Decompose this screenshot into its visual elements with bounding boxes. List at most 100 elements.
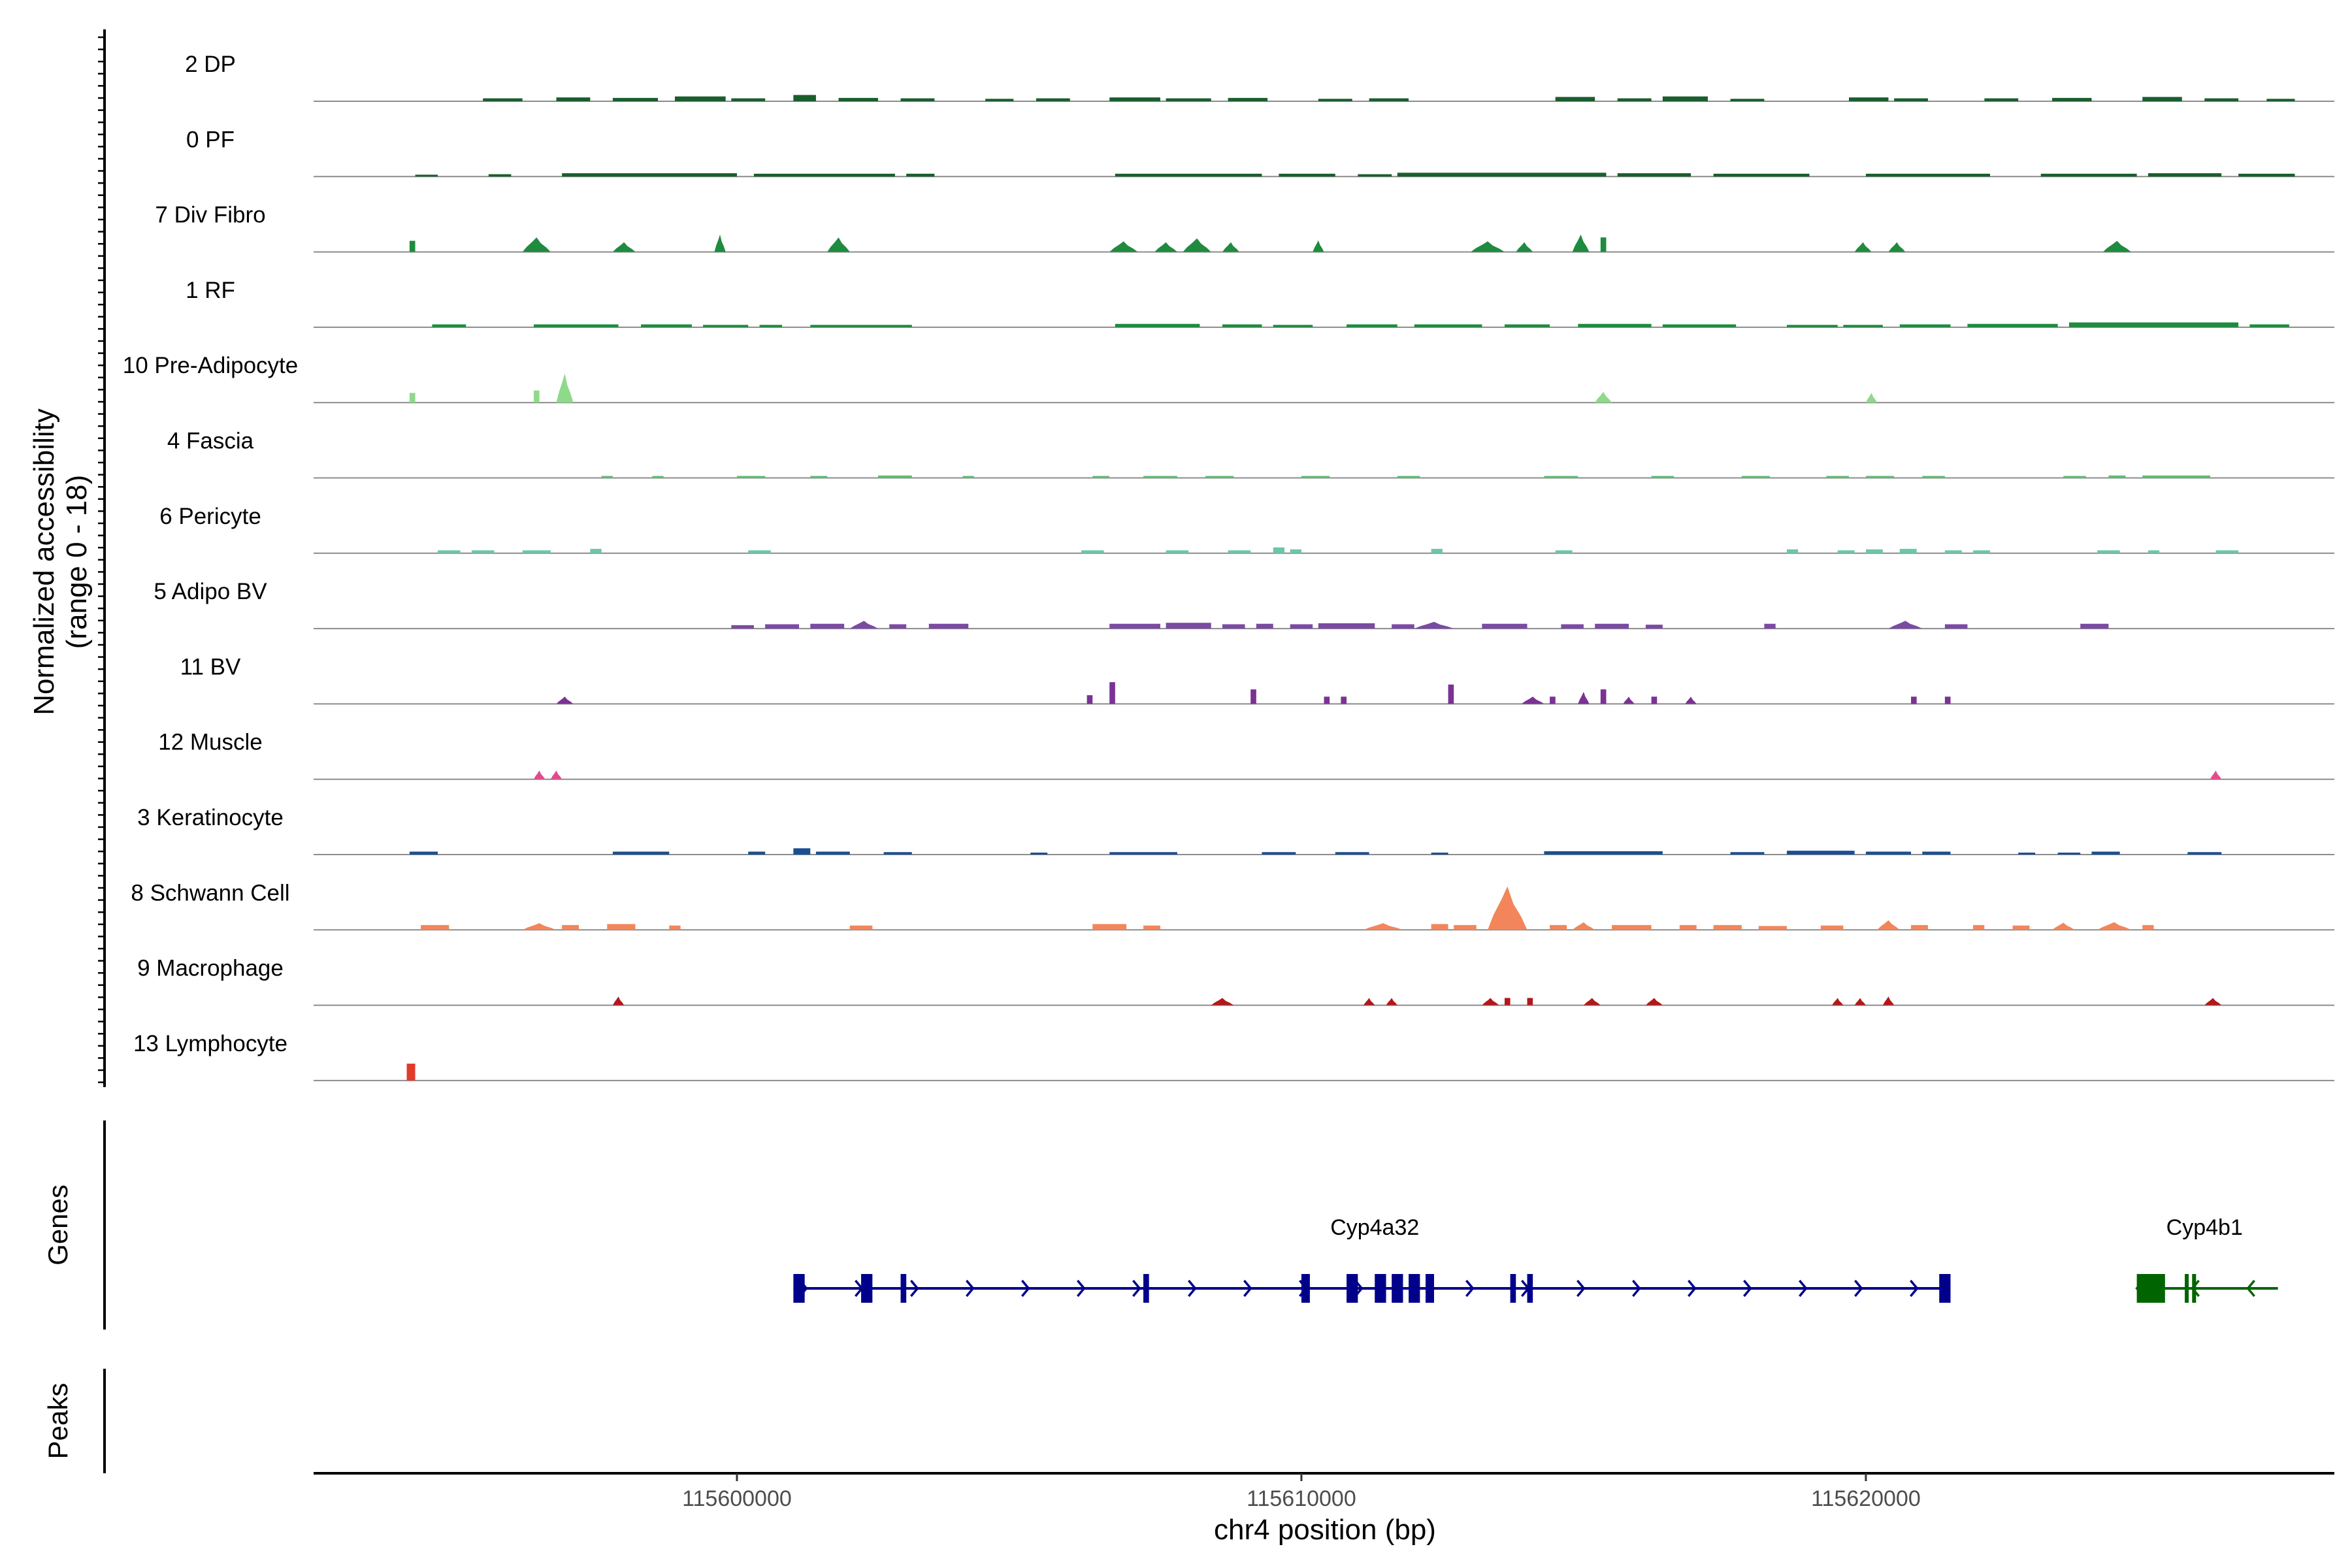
coverage-peak xyxy=(1290,624,1313,629)
coverage-peak xyxy=(1115,173,1262,177)
coverage-peak xyxy=(612,851,670,855)
coverage-peak xyxy=(1662,96,1708,101)
strand-arrow xyxy=(2246,1279,2255,1298)
x-axis-title: chr4 position (bp) xyxy=(1214,1514,1436,1546)
coverage-peak xyxy=(1651,476,1674,478)
coverage-peak xyxy=(1911,696,1917,704)
coverage-peak xyxy=(1256,623,1273,629)
coverage-peak xyxy=(669,925,681,930)
coverage-peak xyxy=(1313,240,1324,252)
track-label: 9 Macrophage xyxy=(137,956,284,981)
coverage-peak xyxy=(1166,98,1211,101)
coverage-peak xyxy=(793,848,811,855)
coverage-peak xyxy=(1967,323,2058,327)
coverage-peak xyxy=(1973,924,1985,930)
coverage-peak xyxy=(1894,98,1928,101)
coverage-peak xyxy=(2068,322,2239,327)
coverage-peak xyxy=(1324,696,1330,704)
strand-arrow xyxy=(966,1279,975,1298)
coverage-peak xyxy=(1984,98,2019,101)
coverage-peak xyxy=(409,851,438,855)
coverage-peak xyxy=(471,550,495,553)
coverage-peak xyxy=(2102,240,2131,252)
track-label: 13 Lymphocyte xyxy=(133,1031,287,1056)
strand-arrow xyxy=(1854,1279,1863,1298)
coverage-peak xyxy=(2091,851,2120,855)
coverage-peak xyxy=(1036,98,1070,101)
coverage-peak xyxy=(1623,696,1635,704)
coverage-peak xyxy=(1600,689,1607,704)
coverage-peak xyxy=(1865,549,1883,553)
strand-arrow xyxy=(1132,1279,1141,1298)
coverage-peak xyxy=(1092,476,1110,478)
coverage-peak xyxy=(928,623,969,629)
coverage-peak xyxy=(1471,241,1505,252)
coverage-peak xyxy=(1397,476,1420,478)
coverage-peak xyxy=(1273,547,1285,553)
coverage-peak xyxy=(652,476,664,478)
strand-arrow xyxy=(1243,1279,1252,1298)
coverage-peak xyxy=(748,851,766,855)
coverage-peak xyxy=(1786,549,1799,553)
coverage-peak xyxy=(810,476,828,478)
coverage-peak xyxy=(1030,853,1048,855)
coverage-peak xyxy=(2097,922,2131,930)
coverage-peak xyxy=(962,476,974,478)
gene-exon xyxy=(1426,1274,1434,1303)
coverage-peak xyxy=(815,851,850,855)
coverage-peak xyxy=(483,98,523,101)
coverage-peak xyxy=(2238,173,2295,177)
coverage-peak xyxy=(1431,549,1443,553)
coverage-peak xyxy=(522,550,551,553)
coverage-peak xyxy=(753,173,895,177)
coverage-peak xyxy=(1662,324,1737,327)
coverage-peak xyxy=(1550,696,1556,704)
coverage-peak xyxy=(1865,173,1990,177)
coverage-peak xyxy=(421,924,449,930)
coverage-peak xyxy=(415,174,438,177)
gene-exon xyxy=(1409,1274,1420,1303)
x-axis-ticks: 115600000 115610000 115620000 xyxy=(682,1473,1921,1511)
coverage-peak xyxy=(1516,242,1533,252)
peaks-panel-title: Peaks xyxy=(42,1383,73,1460)
x-tick-label: 115610000 xyxy=(1247,1486,1356,1511)
coverage-peak xyxy=(562,924,580,930)
coverage-peak xyxy=(1882,996,1895,1005)
coverage-peak xyxy=(985,99,1014,101)
coverage-peak xyxy=(810,623,845,629)
coverage-peak xyxy=(2142,924,2154,930)
coverage-peak xyxy=(1183,238,1211,252)
coverage-peak xyxy=(1854,242,1872,252)
coverage-peak xyxy=(1448,684,1454,704)
coverage-peak xyxy=(1848,97,1889,101)
coverage-peak xyxy=(1092,924,1127,930)
coverage-peak xyxy=(2040,173,2137,177)
coverage-peak xyxy=(2148,173,2222,177)
track-label: 0 PF xyxy=(186,127,235,152)
coverage-peak xyxy=(1572,922,1595,930)
coverage-peak xyxy=(522,923,557,930)
coverage-peak xyxy=(1944,550,1962,553)
coverage-peak xyxy=(1431,853,1448,855)
coverage-peak xyxy=(1741,476,1771,478)
coverage-peak xyxy=(1363,998,1375,1005)
coverage-peak xyxy=(1600,237,1607,252)
coverage-peak xyxy=(1764,623,1776,629)
coverage-peak xyxy=(2018,853,2036,855)
gene-exon xyxy=(2136,1274,2165,1303)
coverage-peak xyxy=(1273,325,1313,327)
coverage-peak xyxy=(409,393,416,403)
coverage-peak xyxy=(1109,241,1138,252)
coverage-peak xyxy=(1888,242,1906,252)
coverage-peak xyxy=(889,624,907,629)
track-label: 11 BV xyxy=(180,654,241,679)
coverage-peak xyxy=(877,475,912,478)
coverage-peak xyxy=(849,925,873,930)
coverage-peak xyxy=(1166,550,1189,553)
coverage-peak xyxy=(1612,924,1652,930)
track-label: 8 Schwann Cell xyxy=(131,880,289,906)
coverage-peak xyxy=(1154,242,1177,252)
strand-arrow xyxy=(1910,1279,1919,1298)
coverage-peak xyxy=(1561,624,1584,629)
